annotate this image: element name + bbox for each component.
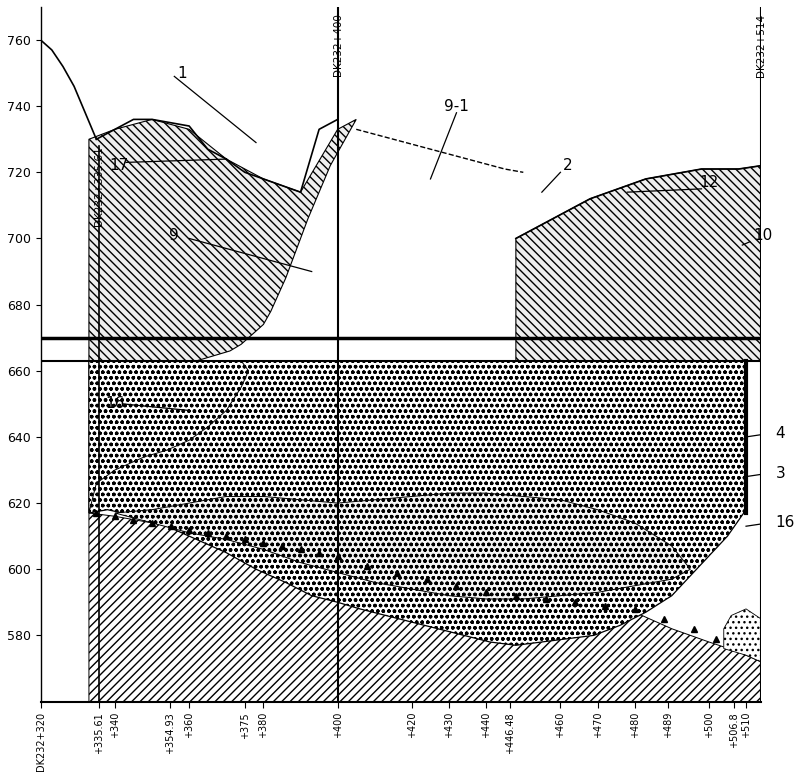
Text: 4: 4	[776, 426, 786, 441]
Text: 1: 1	[177, 65, 186, 81]
Polygon shape	[89, 361, 746, 645]
Polygon shape	[89, 119, 356, 361]
Text: 2: 2	[563, 158, 573, 173]
Polygon shape	[115, 493, 690, 599]
Polygon shape	[516, 166, 761, 361]
Polygon shape	[89, 361, 249, 513]
Text: 9: 9	[170, 228, 179, 243]
Text: 3: 3	[776, 466, 786, 481]
Text: 17: 17	[109, 158, 128, 173]
Text: 12: 12	[699, 175, 718, 190]
Text: 16: 16	[776, 515, 795, 531]
Text: 9-1: 9-1	[444, 99, 469, 114]
Text: DK232+400: DK232+400	[333, 13, 342, 76]
Text: DK232+335.61: DK232+335.61	[94, 145, 104, 226]
Text: 16: 16	[106, 396, 125, 412]
Text: DK232+514: DK232+514	[756, 13, 766, 77]
Polygon shape	[724, 609, 761, 662]
Polygon shape	[89, 513, 761, 702]
Text: 10: 10	[754, 228, 773, 243]
